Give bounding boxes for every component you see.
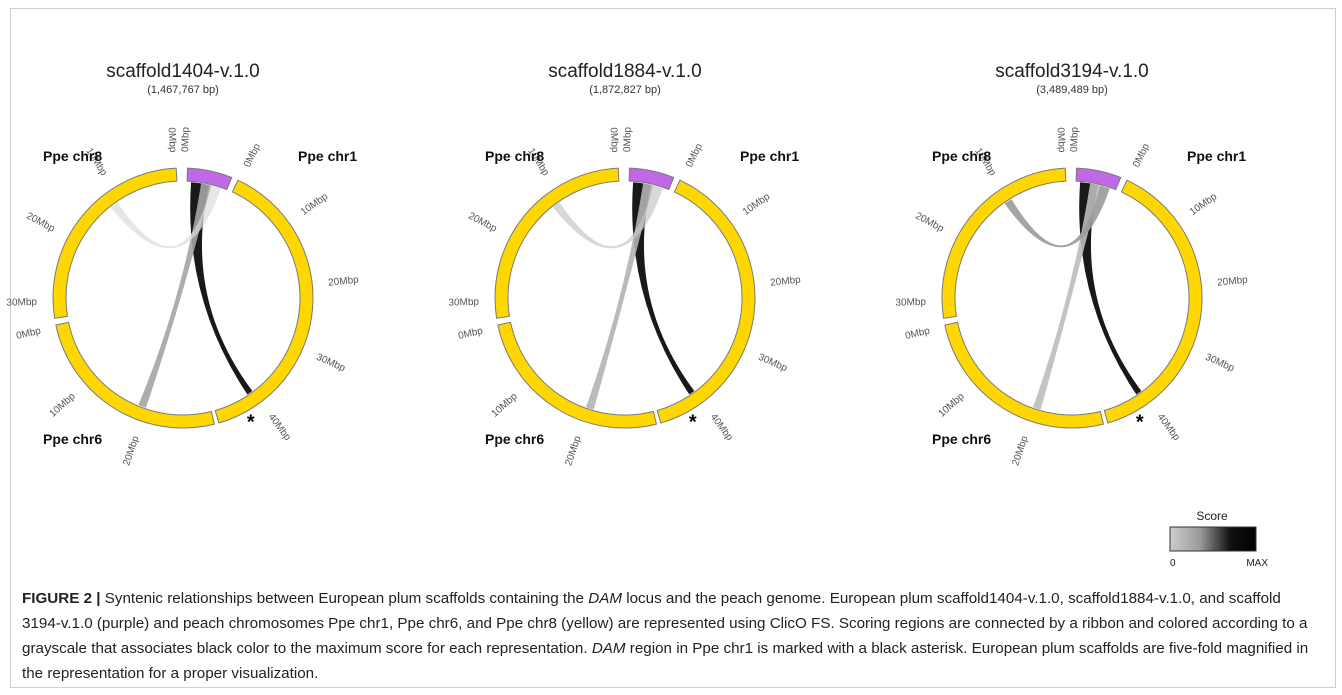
chr1-tick-label: 0Mbp [242,142,263,170]
scaffold-ideogram [186,167,233,191]
chr1-ideogram [1103,179,1203,424]
chr8-ideogram [52,167,178,319]
chr1-tick-label: 30Mbp [756,352,789,375]
chr6-ideogram [55,321,216,429]
chr1-tick-label: 20Mbp [770,275,802,289]
chr6-tick-label: 10Mbp [48,391,78,420]
legend-min-label: 0 [1170,558,1176,569]
panel-length: (3,489,489 bp) [1036,84,1108,96]
caption-dam-2: DAM [591,640,626,657]
dam-asterisk: * [689,411,697,433]
caption-text-2: locus and the peach genome. European plu… [22,590,1308,657]
chr8-tick-label: 30Mbp [6,297,37,309]
chr1-tick-label: 10Mbp [741,191,773,218]
chr8-tick-label: 0Mbp [607,127,620,153]
chr1-label: Ppe chr1 [298,148,357,164]
chr6-ideogram [497,321,658,429]
chr6-label: Ppe chr6 [485,431,544,447]
synteny-ribbon [632,182,695,395]
chr1-tick-label: 0Mbp [1131,142,1152,170]
caption-text-1: Syntenic relationships between European … [100,590,589,607]
chr8-label: Ppe chr8 [43,148,102,164]
chr6-tick-label: 0Mbp [904,326,931,342]
scaffold-start-tick-label: 0Mbp [180,126,191,152]
chr8-tick-label: 0Mbp [165,127,178,153]
circos-panel: scaffold1404-v.1.0 (1,467,767 bp) 0Mbp 10Mb… [6,61,359,467]
scaffold-ideogram [1075,167,1122,191]
caption-figure-label: FIGURE 2 | [22,590,101,607]
chr1-tick-label: 20Mbp [1217,275,1249,289]
synteny-ribbon [110,185,221,249]
legend-max-label: MAX [1246,558,1268,569]
circos-panel: scaffold1884-v.1.0 (1,872,827 bp) 0Mbp 10Mb… [448,61,801,467]
chr1-tick-label: 40Mbp [266,412,293,443]
chr1-label: Ppe chr1 [740,148,799,164]
score-legend: Score 0 MAX [1169,509,1268,569]
chr8-ideogram [494,167,620,319]
synteny-ribbon [190,182,253,395]
synteny-ribbon [138,183,212,408]
chr8-tick-label: 30Mbp [448,297,479,309]
dam-asterisk: * [247,411,255,433]
chr8-tick-label: 20Mbp [913,211,946,235]
scaffold-start-tick-label: 0Mbp [622,126,633,152]
synteny-ribbon [1032,183,1101,410]
chr6-tick-label: 10Mbp [937,391,967,420]
circos-panel: scaffold3194-v.1.0 (3,489,489 bp) 0Mbp 10Mb… [895,61,1248,467]
panel-title: scaffold1404-v.1.0 [106,61,260,82]
chr8-label: Ppe chr8 [485,148,544,164]
figure-frame [10,8,1336,688]
chr8-tick-label: 20Mbp [466,211,499,235]
chr1-ideogram [656,179,756,424]
legend-title: Score [1196,509,1228,523]
figure-caption: FIGURE 2 | Syntenic relationships betwee… [22,586,1322,686]
chr6-tick-label: 0Mbp [457,326,484,342]
chr6-tick-label: 0Mbp [15,326,42,342]
chr6-tick-label: 20Mbp [121,434,141,467]
chr1-ideogram [214,179,314,424]
chr1-tick-label: 10Mbp [1188,191,1220,218]
legend-gradient-bar [1169,526,1257,552]
dam-asterisk: * [1136,411,1144,433]
chr6-tick-label: 20Mbp [1010,434,1030,467]
chr6-ideogram [944,321,1105,429]
figure-graphic: scaffold1404-v.1.0 (1,467,767 bp) 0Mbp 10Mb… [6,61,1268,569]
synteny-ribbon [1004,185,1110,248]
chr1-tick-label: 10Mbp [299,191,331,218]
chr6-label: Ppe chr6 [932,431,991,447]
chr8-tick-label: 30Mbp [895,297,926,309]
synteny-ribbon [552,185,663,249]
caption-text-3: region in Ppe chr1 is marked with a blac… [22,640,1309,682]
chr8-ideogram [941,167,1067,319]
chr8-label: Ppe chr8 [932,148,991,164]
chr6-tick-label: 20Mbp [563,434,583,467]
chr6-label: Ppe chr6 [43,431,102,447]
panel-length: (1,872,827 bp) [589,84,661,96]
synteny-ribbon [585,183,654,410]
chr8-tick-label: 0Mbp [1054,127,1067,153]
scaffold-ideogram [628,167,675,191]
chr1-label: Ppe chr1 [1187,148,1246,164]
panel-title: scaffold3194-v.1.0 [995,61,1149,82]
synteny-ribbon [1079,182,1142,395]
chr1-tick-label: 40Mbp [708,412,735,443]
scaffold-start-tick-label: 0Mbp [1069,126,1080,152]
chr1-tick-label: 30Mbp [1203,352,1236,375]
chr1-tick-label: 0Mbp [684,142,705,170]
panel-length: (1,467,767 bp) [147,84,219,96]
chr1-tick-label: 20Mbp [328,275,360,289]
panel-title: scaffold1884-v.1.0 [548,61,702,82]
chr1-tick-label: 40Mbp [1155,412,1182,443]
chr1-tick-label: 30Mbp [314,352,347,375]
caption-dam-1: DAM [588,590,622,607]
chr8-tick-label: 20Mbp [24,211,57,235]
chr6-tick-label: 10Mbp [490,391,520,420]
